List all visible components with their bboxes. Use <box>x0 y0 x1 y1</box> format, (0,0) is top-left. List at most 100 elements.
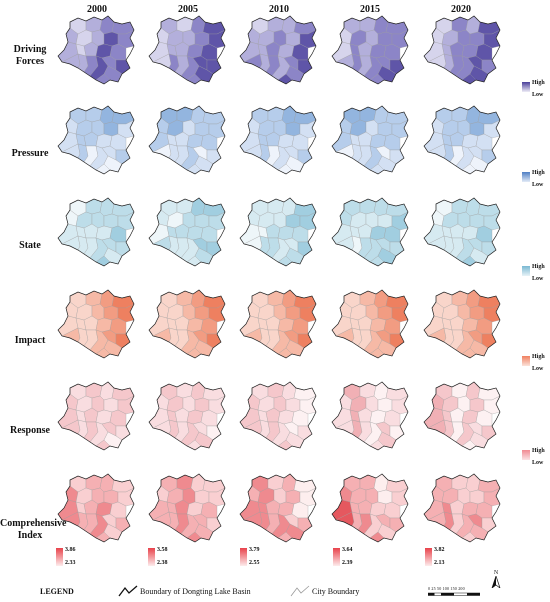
county-region <box>194 31 210 47</box>
county-region <box>281 105 297 125</box>
basin-boundary <box>239 15 317 85</box>
year-header-2000: 2000 <box>87 4 107 15</box>
county-region <box>281 473 297 493</box>
basin-boundary <box>239 105 317 175</box>
map-driving-forces-2000 <box>56 14 138 86</box>
county-region <box>373 381 389 401</box>
map-driving-forces-2015 <box>330 14 412 86</box>
map-svg <box>148 15 226 85</box>
legend-gradient <box>522 450 530 460</box>
legend-state: High Low <box>522 260 550 296</box>
map-response-2005 <box>147 380 229 452</box>
county-region <box>465 105 481 125</box>
map-pressure-2015 <box>330 104 412 176</box>
basin-boundary <box>423 381 501 451</box>
legend-high-label: High <box>532 264 545 270</box>
county-region <box>95 317 113 333</box>
county-region <box>277 133 295 149</box>
county-region <box>95 409 113 425</box>
legend-gradient <box>522 356 530 366</box>
county-region <box>277 501 295 517</box>
county-region <box>465 289 481 309</box>
county-region <box>277 225 295 241</box>
county-region <box>369 43 387 59</box>
basin-boundary <box>331 473 409 543</box>
map-svg <box>239 197 317 267</box>
scale-bar-graphic <box>428 592 480 596</box>
north-arrow: N <box>490 570 502 590</box>
basin-boundary <box>57 15 135 85</box>
county-region <box>277 43 295 59</box>
row-label-comprehensive-index: Comprehensive Index <box>0 518 67 541</box>
county-region <box>194 397 210 413</box>
map-svg <box>423 197 501 267</box>
county-region <box>469 489 485 505</box>
map-svg <box>331 289 409 359</box>
county-region <box>377 121 393 137</box>
county-region <box>469 121 485 137</box>
county-region <box>285 489 301 505</box>
county-region <box>281 197 297 217</box>
county-region <box>373 289 389 309</box>
county-region <box>465 15 481 35</box>
county-region <box>95 501 113 517</box>
county-region <box>99 15 115 35</box>
legend-high-value: 3.86 <box>65 547 76 553</box>
legend-gradient <box>522 82 530 92</box>
legend-low-label: Low <box>532 92 544 98</box>
map-svg <box>57 197 135 267</box>
county-region <box>99 197 115 217</box>
map-legend-footer: LEGEND Boundary of Dongting Lake Basin C… <box>0 570 550 600</box>
map-svg <box>239 105 317 175</box>
basin-boundary <box>331 381 409 451</box>
county-region <box>369 317 387 333</box>
map-svg <box>57 105 135 175</box>
legend-high-label: High <box>532 448 545 454</box>
map-svg <box>423 289 501 359</box>
map-pressure-2000 <box>56 104 138 176</box>
scale-bar: 0 25 50 100 150 200 <box>428 586 480 596</box>
basin-boundary <box>57 381 135 451</box>
map-driving-forces-2010 <box>238 14 320 86</box>
legend-gradient <box>522 172 530 182</box>
map-impact-2015 <box>330 288 412 360</box>
legend-low-value: 2.33 <box>65 560 76 566</box>
county-region <box>194 121 210 137</box>
city-boundary-symbol-icon <box>290 585 310 597</box>
basin-boundary <box>148 105 226 175</box>
map-impact-2010 <box>238 288 320 360</box>
basin-boundary <box>423 197 501 267</box>
scale-bar-text: 0 25 50 100 150 200 <box>428 586 465 591</box>
basin-boundary <box>57 289 135 359</box>
legend-low-value: 2.39 <box>342 560 353 566</box>
county-region <box>377 305 393 321</box>
county-region <box>369 409 387 425</box>
legend-high-value: 3.79 <box>249 547 260 553</box>
county-region <box>95 225 113 241</box>
legend-low-label: Low <box>532 276 544 282</box>
basin-boundary <box>148 289 226 359</box>
map-svg <box>57 289 135 359</box>
legend-gradient <box>425 548 432 566</box>
map-svg <box>148 473 226 543</box>
map-comprehensive-index-2010 <box>238 472 320 544</box>
map-svg <box>148 381 226 451</box>
basin-boundary <box>148 197 226 267</box>
county-region <box>285 121 301 137</box>
legend-low-value: 2.55 <box>249 560 260 566</box>
legend-low-label: Low <box>532 182 544 188</box>
year-header-2015: 2015 <box>360 4 380 15</box>
legend-high-label: High <box>532 170 545 176</box>
legend-ci-2015: 3.64 2.39 <box>333 547 373 572</box>
county-region <box>377 31 393 47</box>
map-svg <box>57 381 135 451</box>
county-region <box>277 317 295 333</box>
map-impact-2020 <box>422 288 504 360</box>
basin-boundary <box>331 289 409 359</box>
basin-boundary-label: Boundary of Dongting Lake Basin <box>140 587 251 596</box>
map-svg <box>331 15 409 85</box>
row-label-driving-forces: Driving Forces <box>13 44 47 67</box>
legend-title: LEGEND <box>40 587 74 596</box>
map-svg <box>148 289 226 359</box>
county-region <box>469 397 485 413</box>
